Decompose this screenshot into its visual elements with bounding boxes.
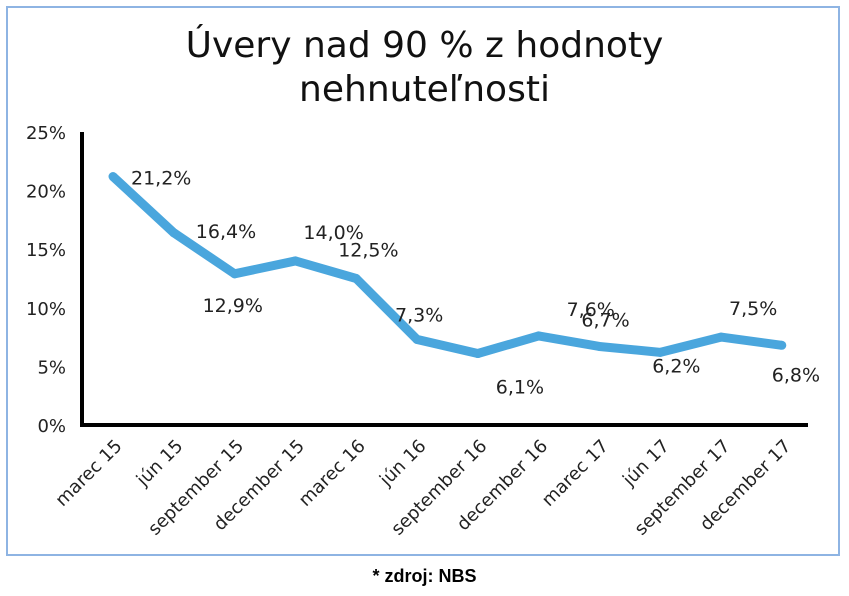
y-tick-label: 5% — [37, 357, 66, 378]
data-label: 16,4% — [196, 221, 256, 243]
y-tick-label: 20% — [26, 182, 66, 203]
chart-title-line-1: Úvery nad 90 % z hodnoty — [185, 25, 664, 66]
x-tick-label: marec 15 — [51, 436, 126, 511]
data-label: 7,6% — [567, 299, 615, 321]
data-label: 7,5% — [729, 298, 777, 320]
data-point — [716, 332, 726, 342]
x-tick-label: marec 17 — [538, 436, 613, 511]
chart-title-line-2: nehnuteľnosti — [299, 69, 550, 110]
data-label: 21,2% — [131, 168, 191, 190]
x-tick-label: jún 15 — [132, 436, 187, 491]
data-point — [169, 228, 179, 238]
y-tick-label: 25% — [26, 123, 66, 144]
data-label: 6,1% — [496, 377, 544, 399]
data-point — [534, 331, 544, 341]
data-point — [777, 340, 787, 350]
data-label: 12,9% — [203, 295, 263, 317]
series-line — [109, 173, 783, 359]
data-label: 6,7% — [581, 309, 629, 331]
data-label: 14,0% — [303, 222, 363, 244]
data-point — [655, 347, 665, 357]
data-label: 6,8% — [772, 364, 820, 386]
data-label: 12,5% — [338, 240, 398, 262]
data-point — [594, 341, 604, 351]
data-label: 7,3% — [395, 304, 443, 326]
source-note: * zdroj: NBS — [372, 566, 477, 586]
chart-title: Úvery nad 90 % z hodnoty nehnuteľnosti — [0, 24, 849, 112]
x-tick-label: marec 16 — [295, 436, 370, 511]
data-point — [290, 256, 300, 266]
data-point — [230, 269, 240, 279]
y-tick-label: 15% — [26, 240, 66, 261]
data-point — [473, 349, 483, 359]
data-point — [412, 334, 422, 344]
data-point — [351, 274, 361, 283]
x-tick-label: jún 17 — [618, 436, 673, 491]
x-tick-label: jún 16 — [375, 436, 430, 491]
y-tick-label: 10% — [26, 299, 66, 320]
data-label: 6,2% — [652, 355, 700, 377]
y-tick-label: 0% — [37, 416, 66, 437]
chart-frame — [6, 6, 840, 556]
data-point — [108, 172, 118, 182]
